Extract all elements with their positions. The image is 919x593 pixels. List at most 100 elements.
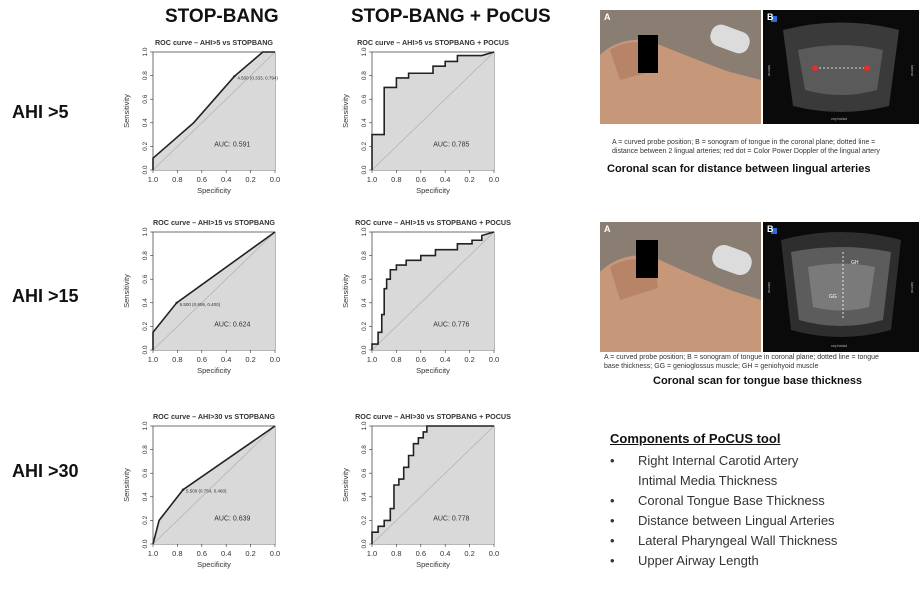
- y-tick-label: 0.2: [142, 142, 149, 151]
- x-tick-label: 0.4: [440, 549, 450, 558]
- caption-lingual-arteries: A = curved probe position; B = sonogram …: [612, 138, 919, 156]
- reference-diagonal: [371, 425, 495, 545]
- y-tick-label: 0.4: [142, 492, 149, 501]
- bullet-mark: •: [610, 513, 615, 528]
- x-tick-label: 1.0: [148, 175, 158, 184]
- y-tick-label: 0.8: [142, 445, 149, 454]
- scan-bottom-label: cephalad: [831, 343, 848, 348]
- photo-label-b: B: [767, 224, 774, 234]
- probe-position-photo: A: [600, 222, 761, 352]
- y-tick-label: 0.4: [361, 298, 368, 307]
- reference-diagonal: [152, 231, 276, 351]
- x-axis-label: Specificity: [416, 366, 450, 375]
- roc-chart-ahi5-pocus: ROC curve – AHI>5 vs STOPBANG + POCUS 0.0…: [336, 36, 514, 214]
- row-label-ahi30: AHI >30: [12, 461, 79, 481]
- y-axis-label: Sensitivity: [341, 274, 350, 308]
- list-item: • Distance between Lingual Arteries: [610, 511, 919, 531]
- x-tick-label: 1.0: [148, 355, 158, 364]
- ultrasound-scan-tongue: B GH GG lateral lateral cephalad: [763, 222, 919, 352]
- x-tick-label: 0.4: [440, 175, 450, 184]
- threshold-annotation: 5.500 (0.806, 0.400): [180, 302, 221, 307]
- x-tick-label: 0.2: [464, 549, 474, 558]
- marker-gg: GG: [829, 294, 837, 300]
- chart-title: ROC curve – AHI>5 vs STOPBANG: [155, 38, 273, 47]
- auc-label: AUC: 0.776: [433, 321, 469, 328]
- auc-label: AUC: 0.639: [214, 515, 250, 522]
- chart-title: ROC curve – AHI>30 vs STOPBANG + POCUS: [355, 412, 511, 421]
- row-label-ahi15: AHI >15: [12, 286, 79, 306]
- y-tick-label: 1.0: [361, 227, 368, 236]
- reference-diagonal: [152, 51, 276, 171]
- x-tick-label: 0.6: [416, 549, 426, 558]
- photo-label-b: B: [767, 12, 774, 22]
- y-tick-label: 0.8: [361, 445, 368, 454]
- x-tick-label: 0.0: [489, 549, 499, 558]
- figure-title-lingual-arteries: Coronal scan for distance between lingua…: [607, 163, 871, 175]
- x-tick-label: 0.8: [172, 549, 182, 558]
- y-tick-label: 0.8: [361, 251, 368, 260]
- x-axis-label: Specificity: [416, 186, 450, 195]
- roc-curve: [152, 425, 276, 545]
- photo-label-a: A: [604, 224, 611, 234]
- roc-curve: [371, 231, 495, 350]
- x-axis-label: Specificity: [197, 186, 231, 195]
- photo-label-a: A: [604, 12, 611, 22]
- caption-line: distance between 2 lingual arteries; red…: [612, 148, 880, 155]
- probe-position-photo: A: [600, 10, 761, 124]
- figure-tongue-base: A B GH GG lateral lateral cephalad: [600, 222, 919, 352]
- marker-gh: GH: [851, 260, 859, 266]
- list-item: • Upper Airway Length: [610, 551, 919, 571]
- x-tick-label: 0.0: [270, 549, 280, 558]
- x-tick-label: 0.0: [270, 175, 280, 184]
- roc-curve: [152, 231, 276, 350]
- list-item: Intimal Media Thickness: [610, 471, 919, 491]
- y-tick-label: 0.0: [361, 165, 368, 174]
- y-tick-label: 0.0: [361, 539, 368, 548]
- x-tick-label: 0.6: [416, 355, 426, 364]
- threshold-annotation: 5.500 (0.754, 0.460): [186, 489, 227, 494]
- scan-side-left: lateral: [767, 282, 772, 293]
- x-tick-label: 0.8: [391, 549, 401, 558]
- x-tick-label: 0.8: [391, 175, 401, 184]
- x-tick-label: 0.4: [221, 355, 231, 364]
- scan-side-left: lateral: [767, 65, 772, 76]
- list-item: • Right Internal Carotid Artery: [610, 451, 919, 471]
- caption-line: A = curved probe position; B = sonogram …: [604, 354, 879, 361]
- reference-diagonal: [371, 51, 495, 171]
- y-tick-label: 0.8: [142, 251, 149, 260]
- components-title: Components of PoCUS tool: [610, 431, 781, 446]
- y-axis-label: Sensitivity: [122, 94, 131, 128]
- y-tick-label: 0.2: [361, 142, 368, 151]
- y-tick-label: 1.0: [142, 227, 149, 236]
- component-label: Lateral Pharyngeal Wall Thickness: [638, 533, 838, 548]
- y-tick-label: 0.2: [361, 516, 368, 525]
- component-label: Coronal Tongue Base Thickness: [638, 493, 825, 508]
- y-tick-label: 1.0: [361, 47, 368, 56]
- y-tick-label: 0.2: [142, 322, 149, 331]
- y-axis-label: Sensitivity: [341, 94, 350, 128]
- figure-title-tongue-base: Coronal scan for tongue base thickness: [653, 375, 863, 387]
- caption-line: A = curved probe position; B = sonogram …: [612, 139, 876, 146]
- auc-label: AUC: 0.624: [214, 321, 250, 328]
- x-tick-label: 0.4: [440, 355, 450, 364]
- y-tick-label: 0.8: [142, 71, 149, 80]
- y-tick-label: 1.0: [142, 421, 149, 430]
- x-tick-label: 0.6: [197, 355, 207, 364]
- x-tick-label: 0.2: [464, 175, 474, 184]
- y-tick-label: 0.0: [142, 345, 149, 354]
- components-list: • Right Internal Carotid Artery Intimal M…: [610, 451, 919, 571]
- bullet-mark: •: [610, 453, 615, 468]
- x-axis-label: Specificity: [197, 560, 231, 569]
- x-tick-label: 0.2: [245, 175, 255, 184]
- threshold-point: [233, 75, 236, 78]
- reference-diagonal: [152, 425, 276, 545]
- component-label: Distance between Lingual Arteries: [638, 513, 835, 528]
- x-tick-label: 1.0: [367, 355, 377, 364]
- y-tick-label: 1.0: [142, 47, 149, 56]
- figure-lingual-arteries: A B lateral lateral cephalad: [600, 10, 919, 124]
- x-tick-label: 0.8: [391, 355, 401, 364]
- ultrasound-scan-lingual: B lateral lateral cephalad: [763, 10, 919, 124]
- caption-line: base thickness; GG = genioglossus muscle…: [604, 363, 819, 370]
- x-axis-label: Specificity: [197, 366, 231, 375]
- y-tick-label: 0.6: [361, 274, 368, 283]
